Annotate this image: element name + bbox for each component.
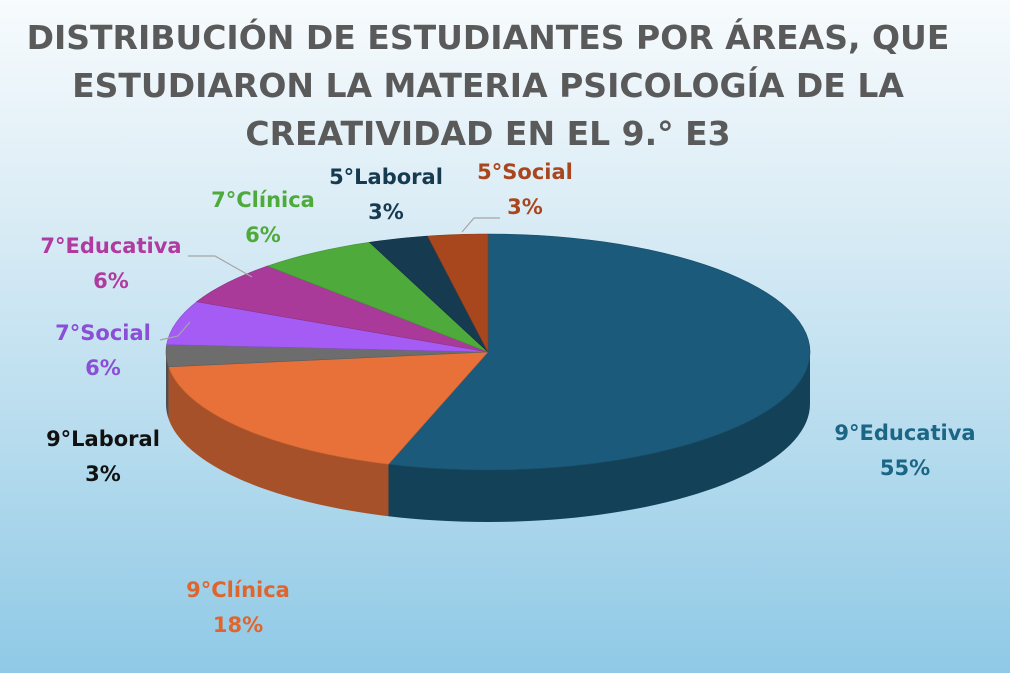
- pie-slice-7-cl-nica: [266, 241, 489, 353]
- pie-slice-5-laboral: [368, 235, 489, 353]
- data-label-value-9-cl-nica: 18%: [213, 613, 263, 637]
- chart-title-line-3: CREATIVIDAD EN EL 9.° E3: [245, 114, 730, 153]
- data-label-name-9-cl-nica: 9°Clínica: [186, 578, 290, 602]
- pie-side-9-cl-nica: [168, 366, 389, 517]
- pie-slice-7-educativa: [195, 265, 489, 353]
- pie-sides: [166, 352, 810, 522]
- data-label-name-5-social: 5°Social: [477, 160, 573, 184]
- data-label-name-7-educativa: 7°Educativa: [40, 234, 181, 258]
- data-label-value-5-laboral: 3%: [368, 200, 404, 224]
- leader-line-7-social: [159, 321, 191, 341]
- data-label-value-9-educativa: 55%: [880, 456, 930, 480]
- data-label-value-5-social: 3%: [507, 195, 543, 219]
- data-label-value-9-laboral: 3%: [85, 462, 121, 486]
- data-label-name-9-educativa: 9°Educativa: [834, 421, 975, 445]
- chart-title: DISTRIBUCIÓN DE ESTUDIANTES POR ÁREAS, Q…: [27, 17, 950, 153]
- data-label-value-7-cl-nica: 6%: [245, 223, 281, 247]
- chart-title-line-1: DISTRIBUCIÓN DE ESTUDIANTES POR ÁREAS, Q…: [27, 17, 950, 57]
- data-label-value-7-social: 6%: [85, 356, 121, 380]
- data-labels: 9°Educativa 55% 9°Clínica 18% 9°Laboral 3% 7°S…: [40, 160, 975, 637]
- pie-slice-9-educativa: [387, 233, 811, 471]
- leader-lines: [159, 217, 500, 341]
- data-label-name-5-laboral: 5°Laboral: [329, 165, 443, 189]
- data-label-name-7-social: 7°Social: [55, 321, 151, 345]
- leader-line-5-social: [461, 217, 500, 233]
- pie-slice-5-social: [427, 233, 489, 353]
- pie-side-9-educativa: [388, 352, 810, 522]
- data-label-name-7-cl-nica: 7°Clínica: [211, 188, 315, 212]
- data-label-name-9-laboral: 9°Laboral: [46, 427, 160, 451]
- pie-slice-9-laboral: [165, 344, 489, 368]
- data-label-value-7-educativa: 6%: [93, 269, 129, 293]
- chart-title-line-2: ESTUDIARON LA MATERIA PSICOLOGÍA DE LA: [72, 65, 904, 105]
- pie-tops: [165, 233, 811, 471]
- pie-slice-9-cl-nica: [168, 351, 489, 465]
- leader-line-7-educativa: [188, 255, 253, 278]
- pie-slice-7-social: [166, 301, 489, 353]
- pie-side-9-laboral: [166, 352, 169, 419]
